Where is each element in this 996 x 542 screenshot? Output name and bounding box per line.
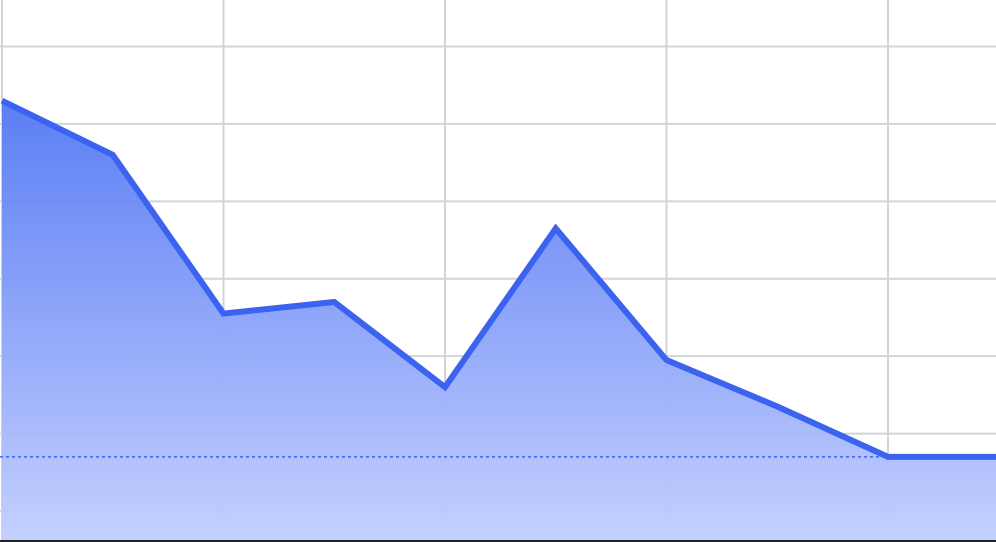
area-fill bbox=[2, 100, 996, 542]
series-line bbox=[0, 97, 996, 460]
series-area bbox=[2, 100, 996, 542]
series-line-path bbox=[0, 97, 996, 460]
